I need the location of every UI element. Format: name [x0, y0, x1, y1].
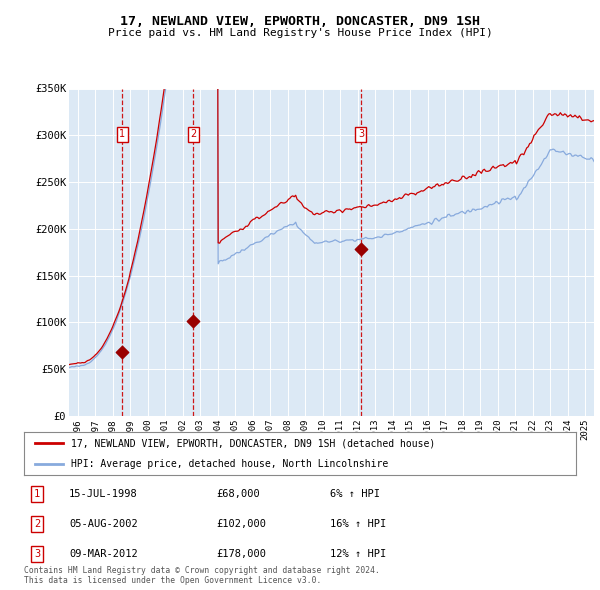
Text: 12% ↑ HPI: 12% ↑ HPI	[330, 549, 386, 559]
Text: £102,000: £102,000	[216, 519, 266, 529]
Text: 17, NEWLAND VIEW, EPWORTH, DONCASTER, DN9 1SH (detached house): 17, NEWLAND VIEW, EPWORTH, DONCASTER, DN…	[71, 438, 435, 448]
Text: 16% ↑ HPI: 16% ↑ HPI	[330, 519, 386, 529]
Point	[118, 348, 127, 357]
Text: 2: 2	[190, 129, 196, 139]
Text: 3: 3	[34, 549, 40, 559]
Text: 6% ↑ HPI: 6% ↑ HPI	[330, 489, 380, 499]
Text: £68,000: £68,000	[216, 489, 260, 499]
Text: 09-MAR-2012: 09-MAR-2012	[69, 549, 138, 559]
Text: 1: 1	[34, 489, 40, 499]
Text: Contains HM Land Registry data © Crown copyright and database right 2024.
This d: Contains HM Land Registry data © Crown c…	[24, 566, 380, 585]
Text: 1: 1	[119, 129, 125, 139]
Text: 17, NEWLAND VIEW, EPWORTH, DONCASTER, DN9 1SH: 17, NEWLAND VIEW, EPWORTH, DONCASTER, DN…	[120, 15, 480, 28]
Point	[356, 245, 366, 254]
Text: 05-AUG-2002: 05-AUG-2002	[69, 519, 138, 529]
Text: Price paid vs. HM Land Registry's House Price Index (HPI): Price paid vs. HM Land Registry's House …	[107, 28, 493, 38]
Text: HPI: Average price, detached house, North Lincolnshire: HPI: Average price, detached house, Nort…	[71, 460, 388, 469]
Point	[188, 316, 198, 325]
Text: 15-JUL-1998: 15-JUL-1998	[69, 489, 138, 499]
Text: £178,000: £178,000	[216, 549, 266, 559]
Text: 2: 2	[34, 519, 40, 529]
Text: 3: 3	[358, 129, 364, 139]
